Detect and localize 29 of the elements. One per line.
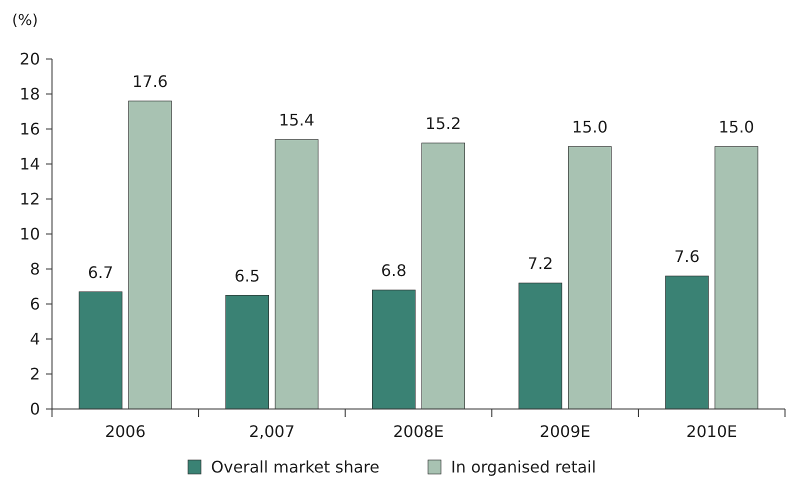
y-axis-title: (%): [12, 11, 38, 29]
data-label: 7.2: [528, 254, 554, 273]
x-tick-label: 2006: [104, 422, 146, 441]
data-label: 15.0: [718, 118, 754, 136]
data-label: 17.6: [132, 72, 168, 91]
y-tick-label: 10: [20, 224, 40, 244]
y-tick-label: 2: [30, 364, 40, 384]
data-label: 6.8: [381, 261, 406, 280]
data-label: 7.6: [674, 247, 700, 266]
data-label: 15.4: [278, 110, 314, 130]
y-tick-label: 12: [20, 190, 40, 209]
y-tick-label: 8: [30, 260, 40, 279]
x-tick-label: 2010E: [686, 422, 738, 441]
legend-label: In organised retail: [451, 458, 596, 477]
y-tick-label: 20: [20, 50, 40, 69]
x-tick-label: 2009E: [540, 422, 591, 441]
y-tick-label: 18: [20, 84, 40, 104]
y-tick-label: 4: [30, 330, 40, 349]
x-tick-label: 2,007: [248, 422, 295, 441]
y-tick-label: 16: [20, 120, 40, 139]
y-tick-label: 6: [30, 294, 40, 314]
legend-label: Overall market share: [211, 458, 380, 477]
data-label: 6.7: [88, 262, 114, 282]
data-label: 15.2: [425, 114, 462, 133]
y-tick-label: 0: [30, 400, 40, 419]
y-tick-label: 14: [20, 154, 40, 174]
data-label: 15.0: [572, 118, 608, 136]
x-tick-label: 2008E: [393, 422, 444, 441]
data-label: 6.5: [234, 266, 260, 286]
